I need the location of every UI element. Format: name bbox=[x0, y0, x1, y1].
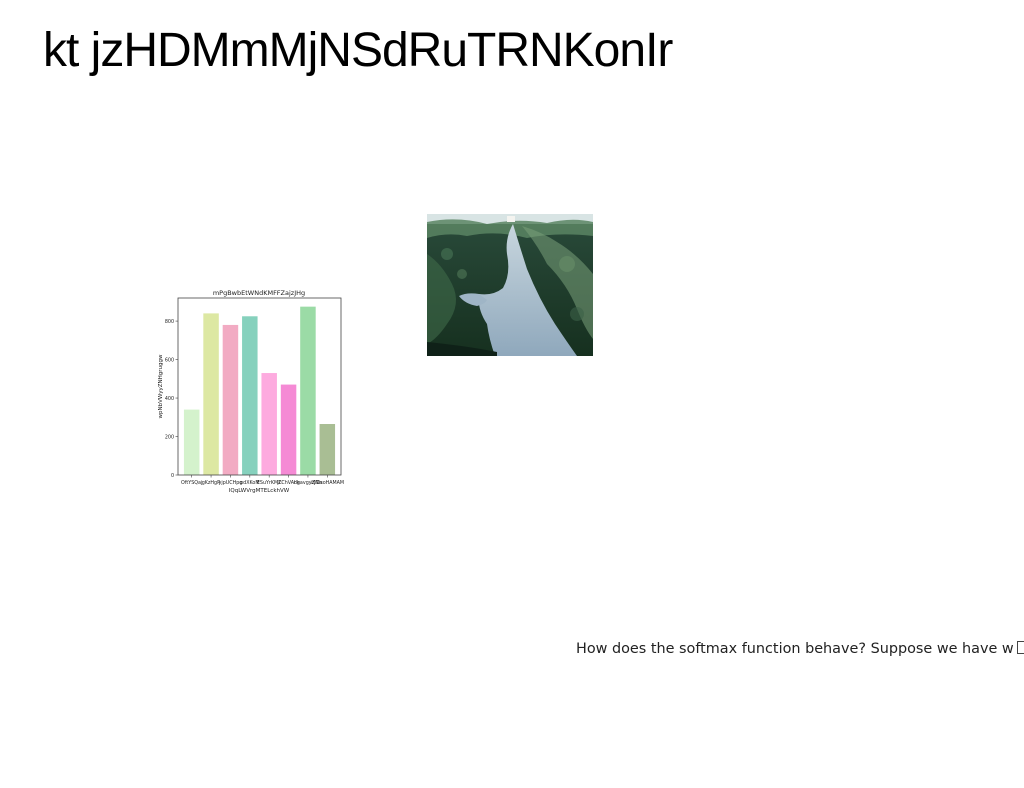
chart-y-axis-label: wpNbVWyyZNHgruggw bbox=[158, 354, 164, 418]
chart-y-tick-label: 400 bbox=[165, 396, 174, 402]
bar-chart-svg: mPgBwbEtWNdKMFFZajzJHg wpNbVWyyZNHgruggw… bbox=[158, 289, 344, 494]
chart-bar bbox=[319, 424, 336, 475]
chart-x-tick-label: pdXKoM bbox=[240, 480, 259, 486]
chart-x-tick-label: hgavgyzJNa bbox=[294, 480, 322, 486]
chart-bar bbox=[280, 384, 297, 475]
chart-y-ticks-group: 0 200 400 600 800 bbox=[165, 319, 178, 479]
chart-x-tick-label: iZiDsoHAMAM bbox=[311, 480, 345, 486]
chart-bar bbox=[242, 316, 258, 475]
chart-y-tick-label: 600 bbox=[165, 357, 174, 363]
question-text-content: How does the softmax function behave? Su… bbox=[576, 641, 1014, 657]
chart-bar bbox=[183, 409, 200, 475]
landscape-photo bbox=[427, 214, 593, 356]
chart-bar bbox=[222, 324, 239, 475]
chart-x-tick-label: jLChVAdk bbox=[276, 480, 300, 486]
chart-x-tick-label: OftYSQaj bbox=[181, 480, 202, 486]
chart-title: mPgBwbEtWNdKMFFZajzJHg bbox=[213, 289, 305, 297]
page-title: kt jzHDMmMjNSdRuTRNKonIr bbox=[43, 24, 673, 77]
chart-bar bbox=[261, 373, 277, 475]
chart-x-tick-label: yjpUCHpq bbox=[219, 480, 243, 486]
missing-glyph-icon bbox=[1016, 641, 1024, 654]
question-text: How does the softmax function behave? Su… bbox=[576, 640, 1024, 658]
chart-y-tick-label: 800 bbox=[165, 319, 174, 325]
dune-path-photo-image bbox=[427, 214, 593, 356]
chart-x-tick-label: gKzHgR bbox=[202, 480, 221, 486]
chart-plot-frame bbox=[177, 297, 342, 476]
chart-y-tick-label: 200 bbox=[165, 434, 174, 440]
chart-x-tick-label: ESuYrKMZ bbox=[257, 480, 282, 486]
chart-x-ticks-group: OftYSQaj gKzHgRyjpUCHpqpdXKoMESuYrKMZjLCh… bbox=[181, 475, 344, 486]
chart-bars-group bbox=[183, 306, 336, 475]
chart-bar bbox=[300, 306, 316, 475]
bar-chart: mPgBwbEtWNdKMFFZajzJHg wpNbVWyyZNHgruggw… bbox=[150, 280, 350, 500]
chart-bar bbox=[203, 313, 219, 475]
chart-y-tick-label: 0 bbox=[171, 473, 174, 479]
chart-x-axis-label: IQqLWVrgMTELckhVW bbox=[229, 488, 290, 494]
